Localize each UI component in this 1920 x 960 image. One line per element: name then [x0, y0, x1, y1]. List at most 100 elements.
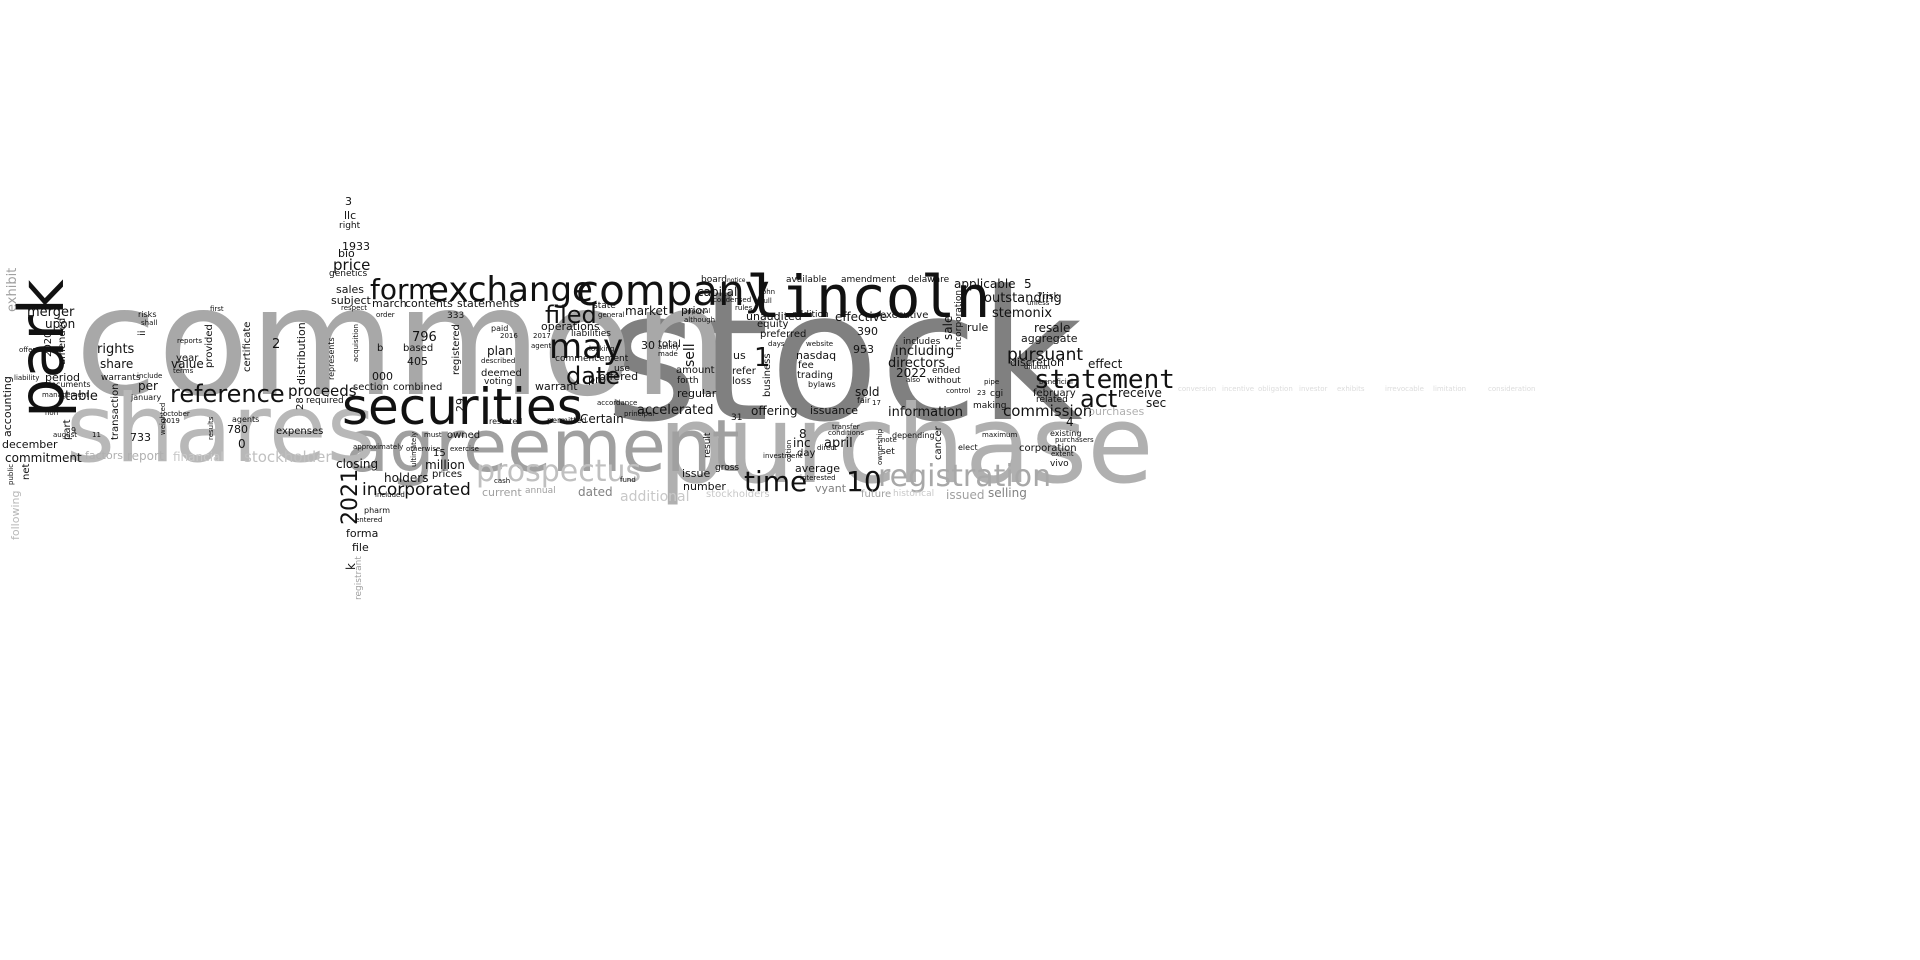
word: agents	[232, 415, 260, 424]
word: pursuant	[1007, 345, 1084, 365]
word: first	[210, 305, 224, 313]
word: fund	[620, 476, 636, 484]
word: sales	[336, 283, 365, 296]
word: 31	[731, 413, 743, 423]
word: incorporation	[954, 289, 964, 350]
word: state	[593, 301, 616, 311]
word: statement	[1034, 365, 1175, 395]
word: 4	[1066, 415, 1074, 429]
word: annual	[525, 486, 556, 496]
word: set	[881, 447, 895, 457]
word: right	[339, 221, 361, 231]
word: combined	[393, 382, 443, 393]
word: approval	[684, 308, 711, 315]
word: respect	[341, 304, 368, 312]
word: must	[424, 431, 442, 439]
word: warrants	[101, 373, 141, 383]
word: gross	[715, 463, 740, 473]
word: 333	[447, 311, 465, 321]
word: period	[45, 371, 81, 384]
word: irrevocable	[1385, 385, 1424, 393]
word: principal	[624, 410, 655, 418]
word: 11	[92, 431, 101, 439]
word: 000	[372, 370, 393, 383]
word: august	[53, 431, 77, 439]
word: 10	[846, 465, 882, 498]
word: us	[733, 349, 746, 362]
word: future	[861, 489, 892, 500]
word: million	[425, 458, 465, 472]
word: terms	[173, 367, 194, 375]
word: total	[658, 339, 681, 350]
word: available	[786, 275, 827, 285]
word: 2020	[43, 331, 54, 357]
word: regular	[677, 387, 717, 400]
word: plan	[487, 344, 513, 358]
word: fair	[857, 396, 871, 405]
word: 5	[1024, 277, 1032, 291]
word: vyant	[815, 482, 847, 495]
word: 2019	[162, 417, 180, 425]
word: 29	[454, 398, 467, 412]
word: share	[100, 357, 134, 371]
word: offering	[751, 404, 798, 418]
word: control	[946, 387, 971, 395]
word: although	[684, 316, 716, 324]
word: result	[703, 432, 713, 458]
word: existing	[1050, 429, 1082, 438]
word: company	[576, 266, 770, 315]
word: subject	[331, 294, 371, 307]
word: sell	[682, 343, 698, 367]
word: stemonix	[992, 306, 1053, 321]
word: 796	[412, 330, 437, 345]
word: upon	[45, 317, 76, 331]
word: act	[1080, 385, 1118, 413]
word: per	[138, 379, 158, 393]
word: unaudited	[746, 310, 802, 323]
word: sale	[941, 315, 955, 340]
word: depending	[892, 431, 935, 440]
word: certificate	[242, 321, 253, 372]
word: use	[614, 364, 630, 374]
word: related	[1036, 395, 1068, 405]
word: without	[927, 376, 961, 386]
word: 390	[857, 325, 878, 338]
word: expenses	[276, 426, 324, 437]
word: incentive	[1222, 385, 1255, 393]
word: market	[625, 304, 668, 318]
word: liability	[14, 374, 40, 382]
word: selling	[988, 486, 1027, 500]
word: management	[42, 391, 89, 399]
word: forth	[677, 376, 699, 386]
word: effective	[835, 310, 888, 324]
word: 2022	[896, 366, 927, 380]
word: 17	[872, 399, 881, 407]
word: statements	[457, 297, 520, 310]
word: owned	[447, 430, 481, 441]
word: maximum	[982, 431, 1018, 439]
word: ultimately	[410, 431, 418, 467]
word: 2	[272, 337, 281, 352]
word: incorporated	[362, 480, 471, 500]
word: investor	[1299, 385, 1328, 393]
word: obligation	[1258, 385, 1293, 393]
word: website	[806, 340, 834, 348]
word: delaware	[908, 275, 950, 285]
word: purchasers	[1055, 436, 1094, 444]
word: based	[403, 343, 434, 354]
word: llc	[344, 209, 357, 222]
word: receive	[1118, 386, 1162, 400]
word: factors	[85, 449, 123, 462]
word: preferred	[760, 329, 807, 340]
word: closing	[336, 457, 379, 471]
word: rights	[97, 342, 135, 357]
word: offered	[599, 370, 639, 383]
word: 7risk	[1037, 292, 1059, 302]
word: section	[353, 382, 390, 393]
word: effect	[1088, 357, 1123, 371]
word: risks	[138, 310, 157, 319]
word: distribution	[295, 322, 308, 385]
word: shall	[141, 319, 158, 327]
word: purchases	[1088, 405, 1145, 418]
word: executive	[880, 310, 929, 321]
